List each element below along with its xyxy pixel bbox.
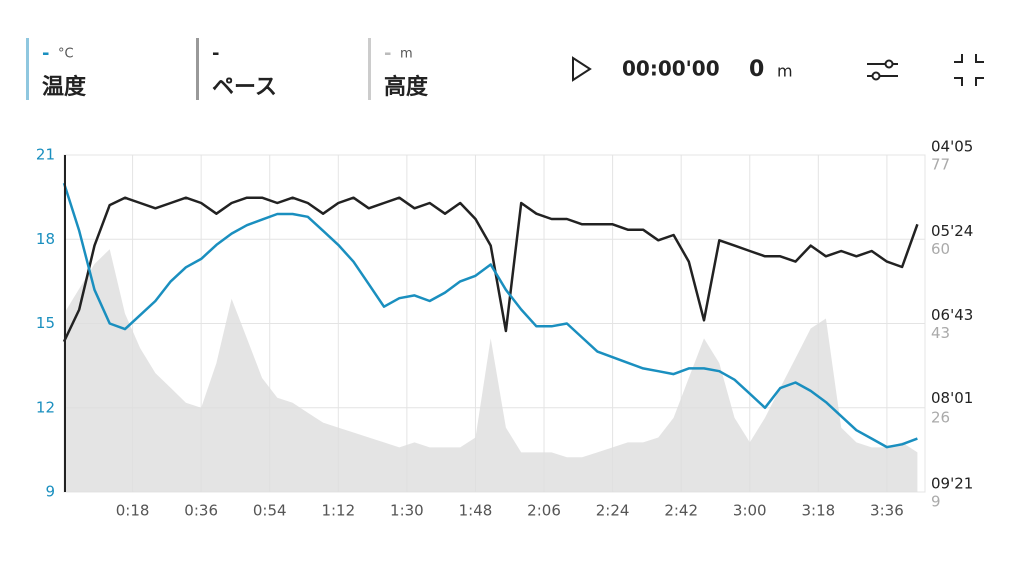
y2-tick-label: 05'24 — [931, 222, 973, 240]
legend-value: - — [212, 43, 219, 64]
x-tick-label: 0:54 — [253, 502, 287, 520]
x-tick-label: 3:36 — [870, 502, 904, 520]
x-tick-label: 3:00 — [733, 502, 767, 520]
settings-icon[interactable] — [867, 59, 898, 81]
x-tick-label: 2:06 — [527, 502, 561, 520]
y-tick-label: 9 — [45, 483, 55, 501]
legend-label: 温度 — [42, 74, 87, 100]
legend-bar — [26, 38, 29, 100]
distance-unit: m — [777, 62, 793, 81]
y2-tick-label: 09'21 — [931, 475, 973, 493]
pace-line — [62, 196, 919, 343]
x-tick-label: 2:24 — [596, 502, 630, 520]
play-button[interactable] — [572, 56, 592, 82]
x-tick-label: 2:42 — [664, 502, 698, 520]
x-tick-label: 1:48 — [459, 502, 493, 520]
y3-tick-label: 77 — [931, 156, 950, 174]
x-tick-label: 0:18 — [116, 502, 150, 520]
y3-tick-label: 9 — [931, 493, 941, 511]
altitude-area — [64, 249, 918, 492]
y-tick-label: 18 — [36, 230, 55, 248]
legend-unit: m — [400, 47, 413, 62]
temperature-line — [62, 182, 918, 449]
y-tick-label: 15 — [36, 314, 55, 332]
distance: 0 — [749, 57, 764, 82]
collapse-icon[interactable] — [954, 54, 984, 86]
y2-tick-label: 06'43 — [931, 306, 973, 324]
y2-tick-label: 08'01 — [931, 389, 973, 407]
legend-unit: °C — [58, 47, 74, 62]
y-tick-label: 21 — [36, 146, 55, 164]
legend-value: - — [384, 43, 391, 64]
legend-bar — [368, 38, 371, 100]
y2-tick-label: 04'05 — [931, 138, 973, 156]
y3-tick-label: 43 — [931, 324, 950, 342]
y-tick-label: 12 — [36, 398, 55, 416]
timer: 00:00'00 — [622, 57, 720, 81]
x-tick-label: 3:18 — [801, 502, 835, 520]
y3-tick-label: 26 — [931, 408, 950, 426]
x-tick-label: 1:30 — [390, 502, 424, 520]
x-tick-label: 0:36 — [184, 502, 218, 520]
legend-bar — [196, 38, 199, 100]
x-tick-label: 1:12 — [321, 502, 355, 520]
legend-label: 高度 — [384, 74, 429, 100]
legend-label: ペース — [212, 75, 277, 100]
y3-tick-label: 60 — [931, 240, 950, 258]
legend-value: - — [42, 43, 49, 64]
